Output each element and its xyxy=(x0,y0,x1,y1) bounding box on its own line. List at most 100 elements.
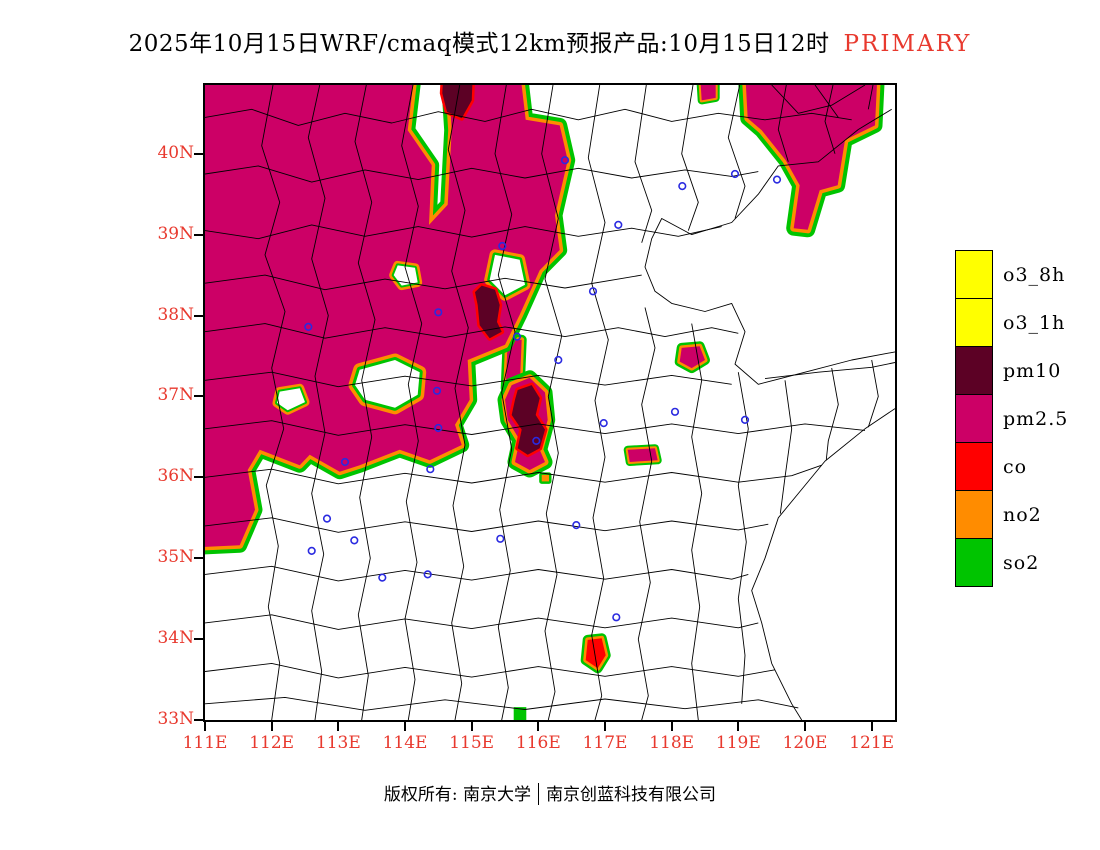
legend-swatch-pm2_5 xyxy=(955,394,993,443)
boundary-line xyxy=(824,85,836,154)
legend-label-no2: no2 xyxy=(1003,503,1042,526)
x-tick-label: 111E xyxy=(182,733,228,753)
y-tick-label: 33N xyxy=(157,709,194,729)
legend-swatch-o3_1h xyxy=(955,298,993,347)
station-marker xyxy=(670,407,680,416)
y-tick-label: 35N xyxy=(157,547,194,568)
legend-label-o3_8h: o3_8h xyxy=(1003,263,1066,286)
station-marker xyxy=(498,241,507,251)
station-marker xyxy=(512,332,522,341)
y-tick-label: 36N xyxy=(157,466,194,487)
station-marker xyxy=(350,536,359,545)
boundary-line xyxy=(825,368,839,460)
boundary-line xyxy=(354,85,376,720)
boundary-line xyxy=(205,565,749,582)
x-tick-label: 115E xyxy=(449,733,495,753)
boundary-line xyxy=(814,85,839,118)
boundary-line xyxy=(261,85,286,720)
x-tick-mark xyxy=(404,722,406,731)
x-tick-label: 118E xyxy=(649,733,695,753)
station-marker xyxy=(434,308,443,317)
footer-divider xyxy=(538,783,540,805)
boundary-line xyxy=(764,362,895,380)
legend-item-so2: so2 xyxy=(955,538,1068,587)
boundary-line xyxy=(307,85,329,720)
x-tick-mark xyxy=(670,722,673,731)
x-tick-label: 121E xyxy=(849,733,895,753)
x-tick-mark xyxy=(337,722,340,731)
legend-swatch-no2 xyxy=(955,490,993,539)
station-marker xyxy=(322,514,332,523)
pm25-top-dot xyxy=(700,85,716,101)
station-marker xyxy=(378,573,387,582)
page-title: 2025年10月15日WRF/cmaq模式12km预报产品:10月15日12时 P… xyxy=(0,24,1100,58)
legend-label-o3_1h: o3_1h xyxy=(1003,311,1066,334)
station-marker xyxy=(496,534,505,543)
legend-item-o3_8h: o3_8h xyxy=(955,250,1068,299)
boundary-line xyxy=(205,108,852,126)
boundary-line xyxy=(779,380,793,514)
station-marker xyxy=(434,423,443,433)
boundary-line xyxy=(401,85,423,720)
boundary-line xyxy=(867,85,874,110)
so2-dot xyxy=(513,707,527,720)
boundary-line xyxy=(634,85,653,243)
boundary-line xyxy=(587,85,609,720)
y-tick-label: 34N xyxy=(157,628,194,649)
clear-hole-d xyxy=(489,254,525,296)
boundary-line xyxy=(644,108,895,385)
pm25-northeast-area xyxy=(745,85,877,230)
x-tick-label: 113E xyxy=(315,733,361,753)
station-marker xyxy=(423,570,432,579)
x-tick-label: 114E xyxy=(382,733,428,753)
boundary-line xyxy=(205,464,822,485)
station-marker xyxy=(426,465,435,474)
boundary-line xyxy=(727,85,746,219)
boundary-line xyxy=(205,224,722,240)
y-tick-mark xyxy=(194,476,203,479)
station-marker xyxy=(678,181,687,191)
clear-hole-c xyxy=(393,265,418,286)
x-tick-label: 119E xyxy=(715,733,761,753)
boundary-line xyxy=(205,662,776,679)
legend-label-so2: so2 xyxy=(1003,551,1040,574)
boundary-line xyxy=(205,274,642,291)
boundary-line xyxy=(691,323,703,720)
legend-item-pm2_5: pm2.5 xyxy=(955,394,1068,443)
boundary-line xyxy=(777,85,789,162)
legend-item-o3_1h: o3_1h xyxy=(955,298,1068,347)
station-marker xyxy=(572,521,581,530)
station-marker xyxy=(614,220,623,229)
boundary-line xyxy=(737,372,749,704)
x-tick-mark xyxy=(870,722,873,731)
boundary-line xyxy=(771,85,866,114)
station-marker xyxy=(730,169,740,179)
boundary-line xyxy=(205,517,769,533)
no2-dot xyxy=(541,474,549,482)
x-tick-label: 120E xyxy=(782,733,828,753)
legend-label-pm10: pm10 xyxy=(1003,359,1062,382)
x-tick-mark xyxy=(470,722,473,731)
boundary-line xyxy=(205,696,799,711)
legend-label-co: co xyxy=(1003,455,1028,478)
y-tick-mark xyxy=(194,638,203,641)
boundary-line xyxy=(447,85,469,720)
boundary-line xyxy=(494,85,516,720)
x-tick-label: 116E xyxy=(515,733,561,753)
x-tick-label: 117E xyxy=(582,733,628,753)
station-marker xyxy=(612,613,621,622)
y-tick-label: 40N xyxy=(157,142,194,163)
title-primary-tag: PRIMARY xyxy=(843,31,972,57)
title-text: 2025年10月15日WRF/cmaq模式12km预报产品:10月15日12时 xyxy=(128,31,830,57)
boundary-line xyxy=(751,408,895,720)
y-tick-mark xyxy=(194,152,203,155)
x-tick-mark xyxy=(204,722,206,731)
map-frame xyxy=(203,83,897,722)
y-tick-mark xyxy=(194,233,203,236)
boundary-line xyxy=(205,165,759,183)
x-tick-mark xyxy=(537,722,540,731)
station-marker xyxy=(599,419,608,428)
station-marker xyxy=(588,287,598,296)
y-tick-mark xyxy=(194,314,203,317)
